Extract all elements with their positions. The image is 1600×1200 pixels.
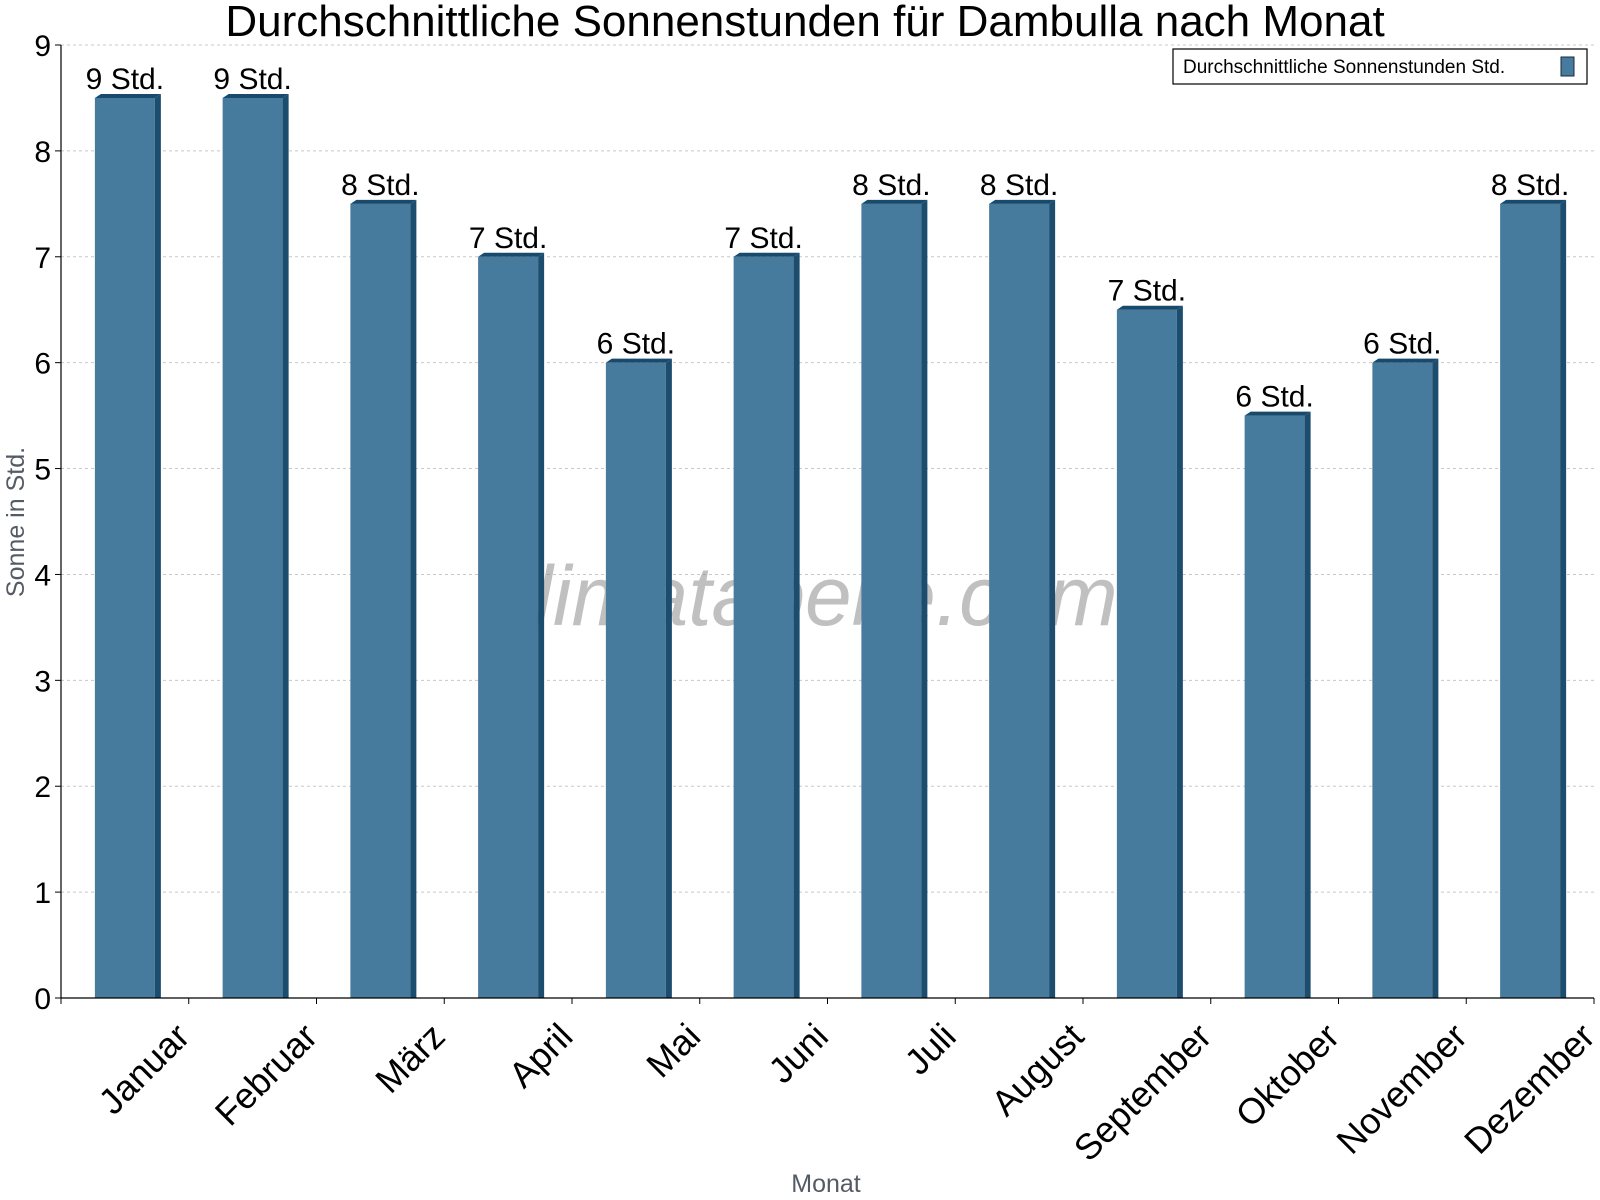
bar-side bbox=[1560, 199, 1567, 999]
bar-face bbox=[1372, 362, 1433, 999]
bar-0 bbox=[94, 93, 161, 998]
data-labels: 9 Std. 9 Std. 8 Std. 7 Std. 6 Std. 7 Std. 8 St… bbox=[86, 63, 1570, 414]
bars bbox=[94, 93, 1567, 999]
data-label: 7 Std. bbox=[469, 222, 547, 255]
bar-side bbox=[665, 358, 672, 999]
bar-side bbox=[1176, 305, 1183, 998]
bar-top bbox=[350, 199, 417, 204]
legend-box bbox=[1172, 48, 1588, 85]
x-tick-label: Oktober bbox=[1227, 1015, 1347, 1135]
bar-top bbox=[1244, 411, 1311, 416]
bar-top bbox=[605, 358, 672, 363]
bar-top bbox=[1500, 199, 1567, 204]
bar-8 bbox=[1116, 305, 1183, 998]
y-tick-label: 8 bbox=[34, 136, 51, 169]
bar-top bbox=[1116, 305, 1183, 310]
x-tick-label: September bbox=[1066, 1015, 1220, 1169]
bar-side bbox=[154, 93, 161, 998]
bar-top bbox=[861, 199, 928, 204]
bar-face bbox=[605, 362, 666, 999]
bar-side bbox=[921, 199, 928, 999]
x-tick-label: Dezember bbox=[1456, 1015, 1600, 1161]
x-tick-label: August bbox=[983, 1015, 1091, 1123]
bar-side bbox=[1432, 358, 1439, 999]
bar-face bbox=[222, 97, 283, 998]
bar-7 bbox=[989, 199, 1056, 999]
data-label: 6 Std. bbox=[1235, 381, 1313, 414]
x-tick-labels: Januar Februar März April Mai Juni Juli AugustS… bbox=[90, 1015, 1600, 1169]
bar-face bbox=[94, 97, 155, 998]
x-tick-label: Februar bbox=[207, 1015, 325, 1133]
x-tick-label: März bbox=[367, 1015, 453, 1101]
y-tick-label: 2 bbox=[34, 771, 51, 804]
bar-side bbox=[538, 252, 545, 998]
x-tick-label: Juni bbox=[760, 1015, 836, 1091]
data-label: 9 Std. bbox=[86, 63, 164, 96]
bar-2 bbox=[350, 199, 417, 999]
bar-face bbox=[861, 203, 922, 999]
legend: Durchschnittliche Sonnenstunden Std. bbox=[1172, 48, 1588, 85]
legend-label: Durchschnittliche Sonnenstunden Std. bbox=[1183, 57, 1505, 78]
data-label: 8 Std. bbox=[1491, 169, 1569, 202]
x-tick-label: Mai bbox=[638, 1015, 708, 1085]
bar-6 bbox=[861, 199, 928, 999]
data-label: 7 Std. bbox=[724, 222, 802, 255]
x-tick-label: April bbox=[501, 1015, 581, 1095]
data-label: 8 Std. bbox=[341, 169, 419, 202]
grid-lines bbox=[61, 44, 1594, 893]
bar-side bbox=[282, 93, 289, 998]
bar-4 bbox=[605, 358, 672, 999]
bar-face bbox=[350, 203, 411, 999]
data-label: 6 Std. bbox=[597, 328, 675, 361]
bar-side bbox=[1304, 411, 1311, 999]
data-label: 7 Std. bbox=[1108, 275, 1186, 308]
y-tick-label: 9 bbox=[34, 30, 51, 63]
bar-5 bbox=[733, 252, 800, 998]
y-tick-label: 3 bbox=[34, 665, 51, 698]
x-tick-label: Januar bbox=[90, 1015, 197, 1122]
bar-1 bbox=[222, 93, 289, 998]
data-label: 8 Std. bbox=[980, 169, 1058, 202]
y-tick-label: 5 bbox=[34, 454, 51, 487]
y-tick-label: 0 bbox=[34, 983, 51, 1016]
bar-side bbox=[1049, 199, 1056, 999]
chart-title: Durchschnittliche Sonnenstunden für Damb… bbox=[225, 0, 1384, 46]
bar-face bbox=[1244, 415, 1305, 999]
bar-3 bbox=[478, 252, 545, 998]
bar-10 bbox=[1372, 358, 1439, 999]
bar-top bbox=[478, 252, 545, 257]
bar-11 bbox=[1500, 199, 1567, 999]
bar-face bbox=[478, 256, 539, 998]
legend-swatch bbox=[1560, 56, 1575, 77]
y-axis-title: Sonne in Std. bbox=[2, 447, 30, 597]
bar-side bbox=[793, 252, 800, 998]
axes bbox=[55, 44, 1595, 1004]
bar-top bbox=[733, 252, 800, 257]
data-label: 6 Std. bbox=[1363, 328, 1441, 361]
bar-side bbox=[410, 199, 417, 999]
bar-top bbox=[1372, 358, 1439, 363]
y-tick-label: 1 bbox=[34, 877, 51, 910]
bar-top bbox=[94, 93, 161, 98]
y-tick-label: 7 bbox=[34, 242, 51, 275]
x-tick-label: November bbox=[1328, 1015, 1474, 1161]
bar-top bbox=[222, 93, 289, 98]
data-label: 9 Std. bbox=[213, 63, 291, 96]
bar-face bbox=[733, 256, 794, 998]
bar-face bbox=[1116, 309, 1177, 998]
x-tick-label: Juli bbox=[897, 1015, 964, 1082]
y-tick-label: 4 bbox=[34, 559, 51, 592]
data-label: 8 Std. bbox=[852, 169, 930, 202]
bar-face bbox=[989, 203, 1050, 999]
x-axis-title: Monat bbox=[791, 1170, 861, 1198]
bar-9 bbox=[1244, 411, 1311, 999]
bar-top bbox=[989, 199, 1056, 204]
y-tick-labels: 0 1 2 3 4 5 6 7 8 9 bbox=[34, 30, 51, 1016]
y-tick-label: 6 bbox=[34, 348, 51, 381]
bar-face bbox=[1500, 203, 1561, 999]
